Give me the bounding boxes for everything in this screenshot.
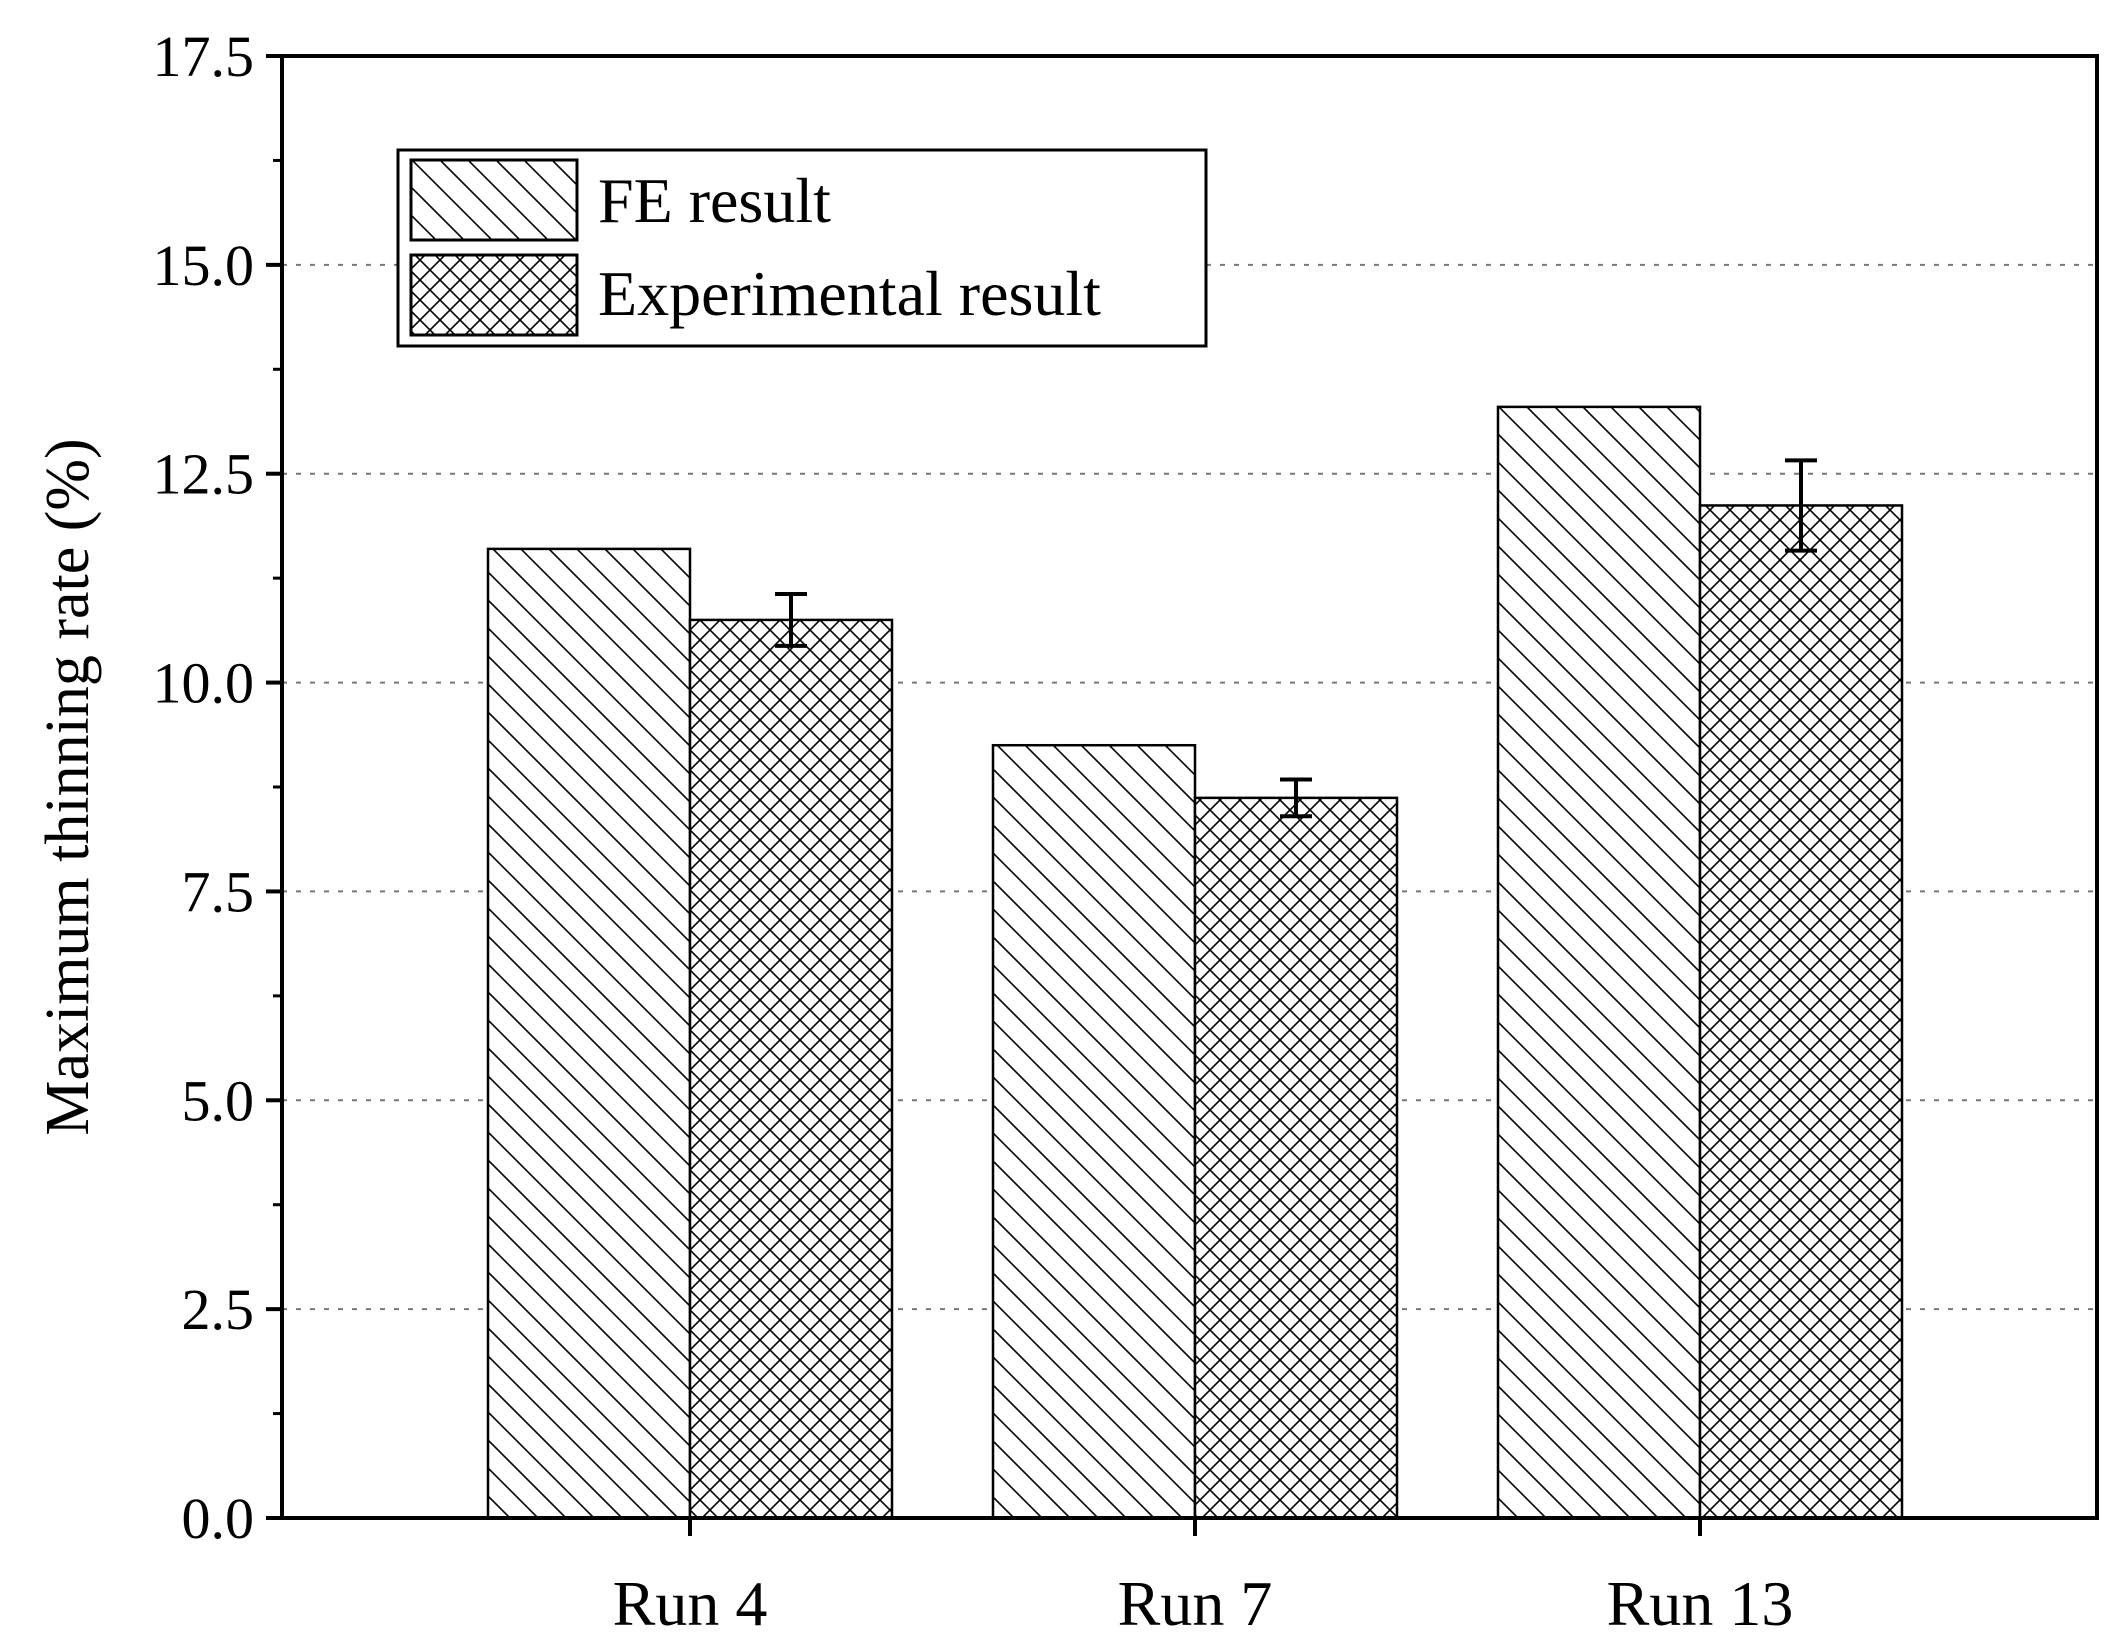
x-axis: Run 4 Run 7 Run 13	[613, 1518, 1794, 1639]
error-bars	[775, 458, 1817, 819]
legend-label-fe: FE result	[598, 165, 831, 236]
x-tick-label: Run 7	[1118, 1568, 1273, 1639]
legend-swatch-experimental	[409, 253, 579, 337]
y-axis-label: Maximum thinning rate (%)	[34, 438, 102, 1135]
y-tick-label: 5.0	[182, 1068, 255, 1133]
bar-fe-result	[991, 743, 1197, 1520]
bar-experimental-result	[688, 618, 894, 1520]
legend: FE result Experimental result	[396, 148, 1208, 348]
legend-label-experimental: Experimental result	[598, 258, 1101, 329]
y-tick-label: 0.0	[182, 1486, 255, 1551]
y-tick-label: 12.5	[153, 442, 255, 507]
bar-fe-result	[1496, 405, 1702, 1520]
y-tick-label: 15.0	[153, 233, 255, 298]
y-axis: 0.0 2.5 5.0 7.5 10.0 12.5 15.0 17.5	[153, 24, 282, 1551]
bar-fe-result	[486, 547, 692, 1520]
x-tick-label: Run 4	[613, 1568, 768, 1639]
bar-experimental-result	[1193, 796, 1399, 1520]
bar-experimental-result	[1698, 504, 1904, 1520]
y-tick-label: 10.0	[153, 651, 255, 716]
legend-swatch-fe	[409, 158, 579, 242]
bars	[486, 405, 1904, 1520]
y-tick-label: 7.5	[182, 859, 255, 924]
y-tick-label: 2.5	[182, 1277, 255, 1342]
y-tick-label: 17.5	[153, 24, 255, 89]
x-tick-label: Run 13	[1607, 1568, 1794, 1639]
